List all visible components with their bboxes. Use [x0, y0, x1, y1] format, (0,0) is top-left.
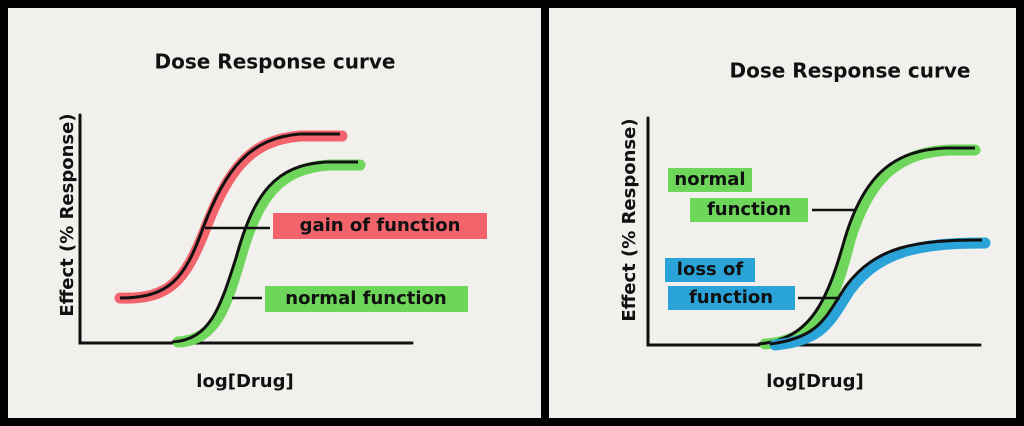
x-axis-label: log[Drug] [196, 371, 293, 392]
normal-curve-highlight [172, 159, 366, 348]
axes [78, 113, 414, 345]
loss-curve [769, 238, 983, 346]
gain-curve-highlight [114, 130, 348, 304]
normal-curve [757, 146, 975, 346]
y-axis-label: Effect (% Response) [57, 113, 78, 316]
annotation: normal [674, 169, 745, 190]
highlight [273, 213, 487, 239]
highlight [668, 168, 752, 192]
y-axis-label: Effect (% Response) [619, 118, 640, 321]
annotation: loss of [677, 259, 744, 280]
annotation: normal function [285, 288, 446, 309]
title: Dose Response curve [730, 59, 971, 83]
highlight [690, 198, 808, 222]
x-axis-label: log[Drug] [766, 371, 863, 392]
title: Dose Response curve [155, 50, 396, 74]
highlight [265, 286, 468, 312]
normal-curve [171, 160, 358, 344]
normal-curve-highlight [759, 144, 981, 350]
gain-curve [119, 132, 340, 300]
annotation: gain of function [300, 215, 461, 236]
highlight [665, 258, 755, 282]
annotation: function [689, 287, 773, 308]
annotation: function [707, 199, 791, 220]
axes [646, 116, 982, 347]
highlight [668, 286, 795, 310]
loss-curve-highlight [769, 237, 991, 351]
